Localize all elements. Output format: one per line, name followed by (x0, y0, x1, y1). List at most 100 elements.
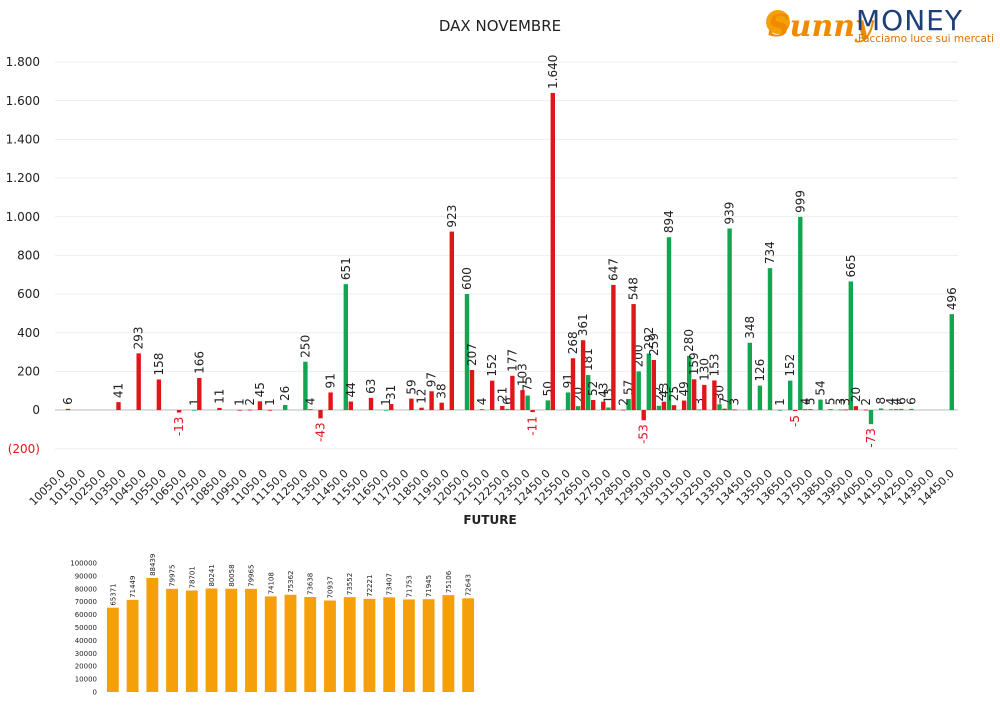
data-label: 4 (884, 398, 898, 406)
bar (671, 405, 677, 411)
bar (384, 409, 389, 411)
bar (681, 400, 687, 411)
data-label: 59 (404, 379, 418, 394)
data-label: 97 (425, 372, 439, 387)
data-label: 153 (707, 354, 721, 377)
data-label: 6 (61, 397, 75, 405)
bar (328, 392, 333, 411)
data-label: -13 (172, 417, 186, 437)
bar (106, 607, 119, 692)
bar (217, 407, 222, 411)
data-label: 41 (112, 383, 126, 398)
y-tick-label: 600 (17, 287, 40, 301)
bar (343, 597, 356, 692)
bar (631, 304, 636, 411)
data-label: 26 (278, 386, 292, 401)
bar (575, 406, 581, 411)
data-label: 75 (521, 376, 535, 391)
logo-tagline: Facciamo luce sui mercati (858, 33, 994, 45)
bar (126, 599, 139, 692)
bar (848, 281, 853, 411)
bar (550, 92, 555, 411)
data-label: 8 (874, 397, 888, 405)
bar (838, 409, 843, 411)
data-label: 894 (662, 210, 676, 233)
bar (868, 410, 874, 425)
bar (479, 409, 485, 411)
y-tick-label: 10000 (75, 676, 97, 684)
data-label: 20 (849, 387, 863, 402)
data-label: 292 (642, 327, 656, 350)
bar (666, 237, 672, 411)
bar (449, 231, 454, 411)
data-label: 2 (243, 398, 257, 406)
bar (303, 361, 308, 411)
data-label: 293 (132, 326, 146, 349)
bar (606, 407, 611, 411)
data-label: 1 (187, 398, 201, 406)
bar (702, 384, 707, 411)
data-label: 250 (298, 335, 312, 358)
bar (580, 340, 586, 411)
bar (591, 399, 596, 411)
data-label: 45 (253, 382, 267, 397)
bar (409, 398, 414, 411)
data-label: 647 (606, 258, 620, 281)
bar (247, 409, 252, 411)
data-label: 4 (889, 398, 903, 406)
data-label: 1.640 (546, 55, 560, 89)
y-tick-label: 40000 (75, 637, 97, 645)
data-label: 259 (647, 333, 661, 356)
bar (732, 409, 737, 411)
bar (601, 401, 606, 411)
y-tick-label: 50000 (75, 624, 97, 632)
data-label: 31 (384, 385, 398, 400)
bar (949, 314, 954, 411)
data-label: 999 (793, 190, 807, 213)
data-label: -11 (526, 416, 540, 436)
data-label: 72221 (366, 575, 374, 597)
logo: Sunny MONEY Facciamo luce sui mercati (766, 4, 994, 45)
y-tick-label: 90000 (75, 572, 97, 580)
data-label: 73638 (307, 573, 315, 595)
bar (828, 409, 833, 411)
data-label: 651 (339, 257, 353, 280)
data-label: 361 (576, 313, 590, 336)
bar (156, 379, 162, 411)
data-label: 923 (445, 205, 459, 228)
bar (520, 390, 525, 411)
data-label: 496 (945, 287, 959, 310)
data-label: 70937 (326, 576, 334, 598)
bar (722, 408, 727, 411)
bar (565, 392, 571, 411)
bar (462, 598, 475, 692)
data-label: 207 (465, 343, 479, 366)
y-tick-label: 70000 (75, 598, 97, 606)
bar (747, 342, 752, 411)
bar (878, 408, 884, 411)
bar (510, 375, 515, 411)
bar (429, 391, 434, 411)
data-label: 71945 (425, 575, 433, 597)
bar (656, 405, 662, 411)
data-label: 72643 (465, 574, 473, 596)
bar (185, 590, 198, 692)
bar (767, 268, 773, 411)
data-label: 43 (596, 382, 610, 397)
data-label: 91 (324, 373, 338, 388)
bar (692, 379, 697, 411)
bar (283, 405, 288, 411)
data-label: 3 (839, 398, 853, 406)
data-label: 1 (233, 398, 247, 406)
data-label: 75362 (287, 571, 295, 593)
data-label: 71753 (405, 575, 413, 597)
y-tick-label: 400 (17, 326, 40, 340)
data-label: 75106 (445, 570, 453, 593)
data-label: -53 (637, 424, 651, 444)
bar (146, 577, 159, 692)
data-label: 43 (657, 382, 671, 397)
data-label: 1 (773, 398, 787, 406)
data-label: 939 (723, 202, 737, 225)
bar (818, 399, 823, 411)
data-label: 3 (834, 398, 848, 406)
